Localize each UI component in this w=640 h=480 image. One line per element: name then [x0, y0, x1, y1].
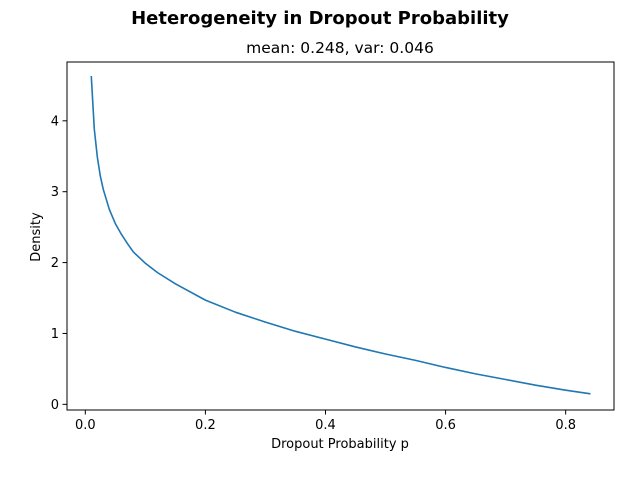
x-tick-label: 0.8 — [555, 418, 576, 433]
y-tick-label: 4 — [51, 114, 59, 129]
y-axis-label: Density — [29, 212, 44, 262]
y-tick-label: 1 — [51, 327, 59, 342]
axes-frame — [66, 61, 615, 411]
x-tick-label: 0.0 — [75, 418, 96, 433]
chart-suptitle: Heterogeneity in Dropout Probability — [131, 8, 509, 29]
series-line-0 — [90, 76, 591, 395]
x-tick-label: 0.2 — [195, 418, 216, 433]
chart-title: mean: 0.248, var: 0.046 — [246, 39, 434, 57]
plot-area: 0.0 0.2 0.4 0.6 0.8 0 1 2 3 4 — [51, 61, 615, 433]
x-tick-label: 0.4 — [315, 418, 336, 433]
y-tick-label: 0 — [51, 398, 59, 413]
x-tick-label: 0.6 — [435, 418, 456, 433]
y-tick-label: 3 — [51, 185, 59, 200]
x-axis-label: Dropout Probability p — [271, 437, 409, 452]
y-tick-label: 2 — [51, 256, 59, 271]
